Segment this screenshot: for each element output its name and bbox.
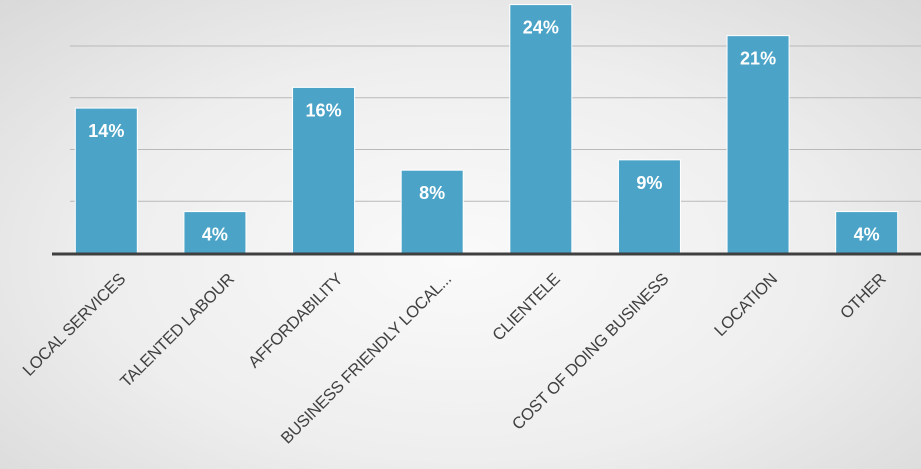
data-label: 4% [202, 225, 228, 245]
data-label: 4% [854, 225, 880, 245]
x-tick-label: CLIENTELE [489, 270, 564, 345]
gridlines [70, 45, 921, 202]
data-label: 21% [740, 49, 776, 69]
bar [74, 107, 138, 254]
data-label: 24% [523, 18, 559, 38]
bar [292, 86, 356, 254]
x-tick-label: LOCAL SERVICES [20, 270, 130, 380]
bar [835, 211, 899, 254]
x-tick-label: AFFORDABILITY [245, 270, 347, 372]
x-tick-label: LOCATION [711, 270, 781, 340]
data-label: 8% [419, 183, 445, 203]
data-label: 16% [306, 100, 342, 120]
bar [400, 169, 464, 254]
bar [617, 159, 681, 254]
bars: 14% 4% 16% 8% 24% 9% 21% 4% [74, 4, 899, 254]
x-tick-label: OTHER [837, 270, 890, 323]
data-label: 9% [636, 173, 662, 193]
bar [726, 35, 790, 254]
x-tick-label: TALENTED LABOUR [117, 270, 238, 391]
data-label: 14% [88, 121, 124, 141]
x-tick-label: BUSINESS FRIENDLY LOCAL... [278, 270, 455, 447]
bar [509, 4, 573, 254]
